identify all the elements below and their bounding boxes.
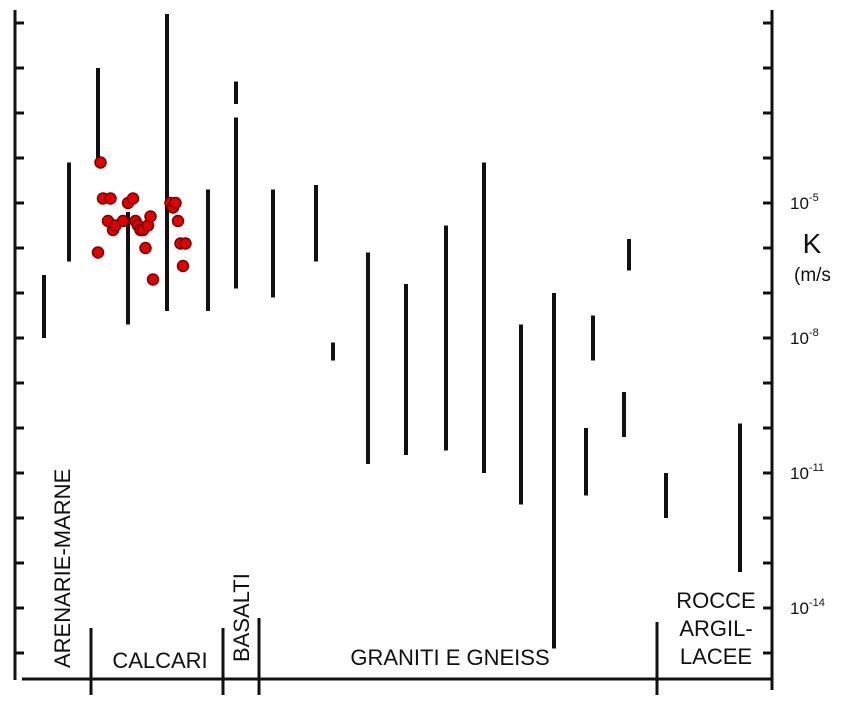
y-tick-label: 10-5 — [790, 192, 819, 213]
tick-exponent: -8 — [809, 327, 819, 339]
data-point — [179, 237, 192, 250]
category-label-basalti: BASALTI — [229, 573, 254, 662]
y-tick-label: 10-11 — [790, 462, 824, 483]
y-tick-label: 10-8 — [790, 327, 819, 348]
data-points — [91, 156, 192, 286]
data-point — [116, 214, 130, 228]
data-point — [144, 210, 157, 223]
data-point — [176, 259, 190, 273]
data-point — [171, 214, 185, 228]
data-point — [126, 192, 140, 205]
data-point — [139, 241, 152, 255]
tick-exponent: -5 — [809, 192, 819, 204]
tick-exponent: -11 — [809, 462, 824, 474]
tick-base: 10 — [790, 464, 809, 483]
category-label-rocce-line-1: ROCCE — [676, 588, 755, 613]
category-label-calcari: CALCARI — [112, 648, 207, 673]
tick-base: 10 — [790, 599, 809, 618]
data-point — [94, 156, 107, 169]
tick-base: 10 — [790, 329, 809, 348]
data-point — [169, 196, 182, 210]
tick-base: 10 — [790, 194, 809, 213]
data-point — [104, 192, 117, 205]
data-point — [146, 273, 160, 286]
category-label-rocce-line-3: LACEE — [680, 644, 752, 669]
data-point — [91, 246, 105, 259]
category-label-rocce-line-2: ARGIL- — [679, 616, 752, 641]
right-axis-ticks — [763, 21, 772, 655]
y-tick-label: 10-14 — [790, 597, 825, 618]
range-bars — [42, 14, 742, 649]
category-label-arenarie-marne: ARENARIE-MARNE — [50, 469, 75, 668]
category-label-graniti-e-gneiss: GRANITI E GNEISS — [350, 645, 549, 670]
y-axis-title: K — [803, 228, 822, 259]
tick-exponent: -14 — [809, 597, 825, 609]
left-axis-ticks — [15, 21, 24, 655]
y-axis-unit: (m/s — [794, 265, 831, 286]
